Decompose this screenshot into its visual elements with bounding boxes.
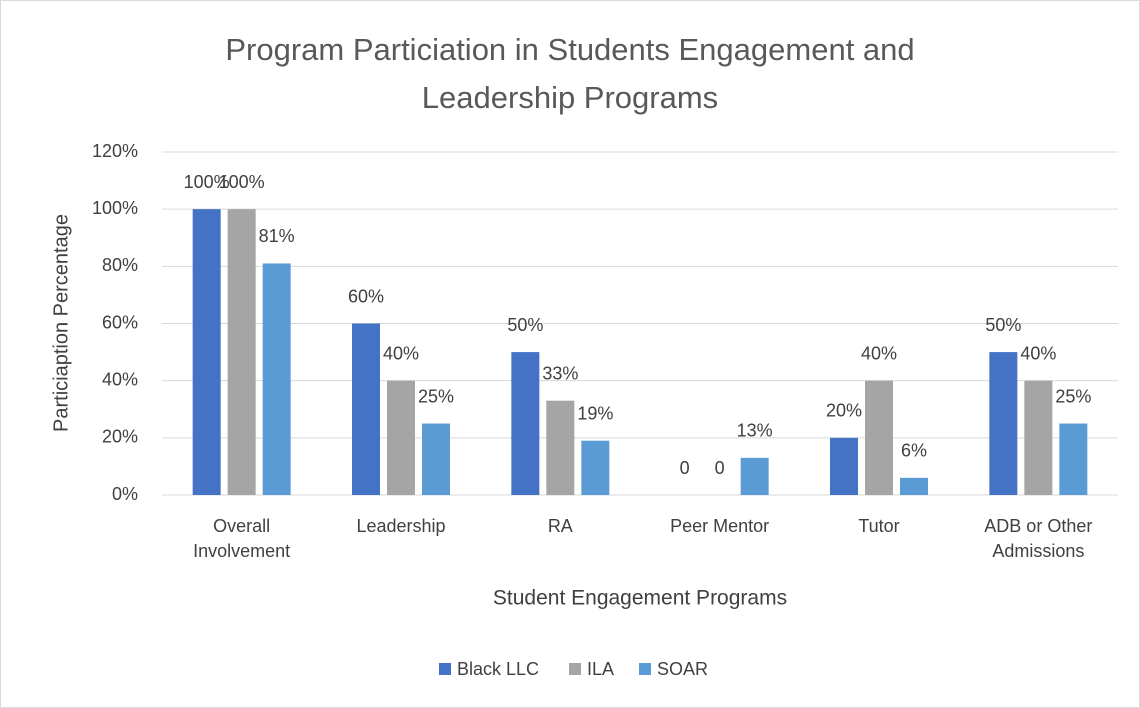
y-tick-label: 40% bbox=[102, 369, 138, 389]
bar bbox=[1024, 380, 1053, 495]
bar bbox=[900, 477, 928, 495]
y-tick-label: 60% bbox=[102, 312, 138, 332]
bar bbox=[352, 323, 380, 495]
data-label: 60% bbox=[348, 286, 384, 306]
legend-label: Black LLC bbox=[457, 659, 539, 679]
legend-label: ILA bbox=[587, 659, 614, 679]
bar bbox=[422, 423, 450, 495]
data-label: 40% bbox=[1020, 343, 1056, 363]
y-tick-label: 20% bbox=[102, 427, 138, 447]
data-label: 100% bbox=[184, 172, 230, 192]
x-tick-label: Peer Mentor bbox=[670, 516, 770, 536]
bar bbox=[740, 457, 769, 495]
y-tick-label: 100% bbox=[92, 198, 138, 218]
bar bbox=[387, 380, 415, 495]
legend-swatch bbox=[639, 663, 651, 675]
legend-swatch bbox=[439, 663, 451, 675]
bar bbox=[511, 352, 540, 495]
data-label: 40% bbox=[383, 343, 419, 363]
legend-label: SOAR bbox=[657, 659, 708, 679]
bar bbox=[830, 437, 858, 495]
x-tick-label: Leadership bbox=[356, 516, 446, 536]
data-label: 100% bbox=[219, 172, 265, 192]
data-label: 6% bbox=[901, 441, 927, 461]
data-label: 0 bbox=[680, 458, 690, 478]
data-label: 40% bbox=[861, 343, 897, 363]
data-label: 13% bbox=[737, 421, 773, 441]
chart-title: Program Particiation in Students Engagem… bbox=[225, 32, 915, 115]
data-label: 19% bbox=[577, 403, 613, 423]
data-label: 50% bbox=[985, 315, 1021, 335]
data-label: 50% bbox=[507, 315, 543, 335]
y-axis-title: Particiaption Percentage bbox=[50, 214, 72, 432]
bar bbox=[989, 352, 1018, 495]
bar bbox=[865, 380, 893, 495]
bar bbox=[262, 263, 291, 495]
bar bbox=[192, 209, 221, 495]
y-tick-label: 0% bbox=[112, 484, 138, 504]
data-label: 33% bbox=[542, 363, 578, 383]
legend-swatch bbox=[569, 663, 581, 675]
bar bbox=[546, 400, 575, 495]
data-label: 20% bbox=[826, 401, 862, 421]
data-label: 0 bbox=[715, 458, 725, 478]
data-label: 81% bbox=[259, 226, 295, 246]
data-label: 25% bbox=[418, 386, 454, 406]
x-tick-label: ADB or Other Admissions bbox=[984, 516, 1093, 561]
x-tick-label: Tutor bbox=[858, 516, 900, 536]
x-tick-label: RA bbox=[547, 516, 573, 536]
y-tick-label: 80% bbox=[102, 255, 138, 275]
bar bbox=[581, 440, 610, 495]
data-label: 25% bbox=[1055, 386, 1091, 406]
bar bbox=[1059, 423, 1088, 495]
y-tick-label: 120% bbox=[92, 141, 138, 161]
bar bbox=[227, 209, 256, 495]
x-tick-label: Overall Involvement bbox=[193, 516, 291, 561]
x-axis-title: Student Engagement Programs bbox=[493, 587, 787, 610]
